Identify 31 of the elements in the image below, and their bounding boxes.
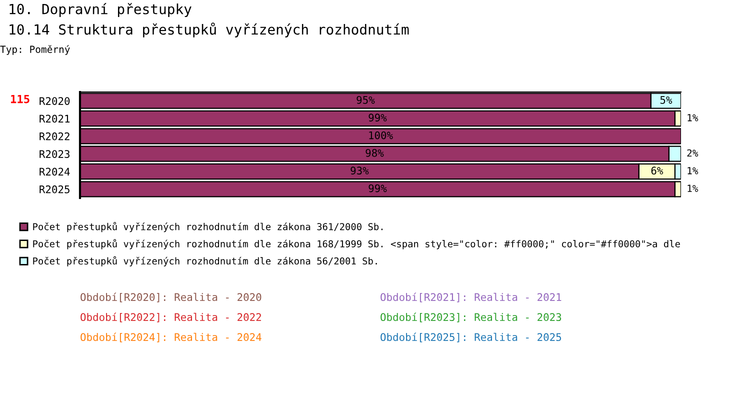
chart-title: 10. Dopravní přestupky <box>10 3 192 17</box>
chart-subtitle: 10.14 Struktura přestupků vyřízených rozhodnutím <box>10 22 409 38</box>
y-tick-label: R2024 <box>40 168 70 176</box>
data-label: 95% <box>356 96 375 104</box>
text: Období[R2021]: Realita - 2021 <box>380 292 562 302</box>
y-tick-label: R2020 <box>40 97 70 105</box>
data-label: 1% <box>688 114 698 122</box>
data-label: 6% <box>651 166 664 175</box>
y-tick-label: R2021 <box>40 114 70 123</box>
y-tick-label: R2023 <box>40 150 70 158</box>
data-label: 2% <box>687 149 698 157</box>
text: 115 <box>11 94 30 104</box>
y-tick-label: R2025 <box>40 185 70 194</box>
data-label: 1% <box>688 167 698 174</box>
text: Období[R2023]: Realita - 2023 <box>380 312 562 322</box>
data-label: 98% <box>366 149 384 157</box>
data-label: 100% <box>369 131 393 140</box>
text: Období[R2025]: Realita - 2025 <box>380 332 562 342</box>
y-tick-label: R2022 <box>40 132 70 140</box>
text: Období[R2020]: Realita - 2020 <box>80 292 262 302</box>
data-label: 99% <box>368 184 387 192</box>
legend-label: Počet přestupků vyřízených rozhodnutím dle zákona 168/1999 Sb. <span style="color: #ff0000;" color="#ff0000">a dle <box>33 239 680 250</box>
text: Typ: Poměrný <box>0 45 70 55</box>
data-label: 99% <box>368 114 387 122</box>
legend-label: Počet přestupků vyřízených rozhodnutím dle zákona 56/2001 Sb. <box>33 256 377 266</box>
data-label: 1% <box>688 184 698 192</box>
data-label: 93% <box>350 166 369 175</box>
text: Období[R2022]: Realita - 2022 <box>80 312 261 322</box>
legend-label: Počet přestupků vyřízených rozhodnutím dle zákona 361/2000 Sb. <box>33 222 383 232</box>
text: Období[R2024]: Realita - 2024 <box>80 332 262 342</box>
data-label: 5% <box>660 96 672 104</box>
